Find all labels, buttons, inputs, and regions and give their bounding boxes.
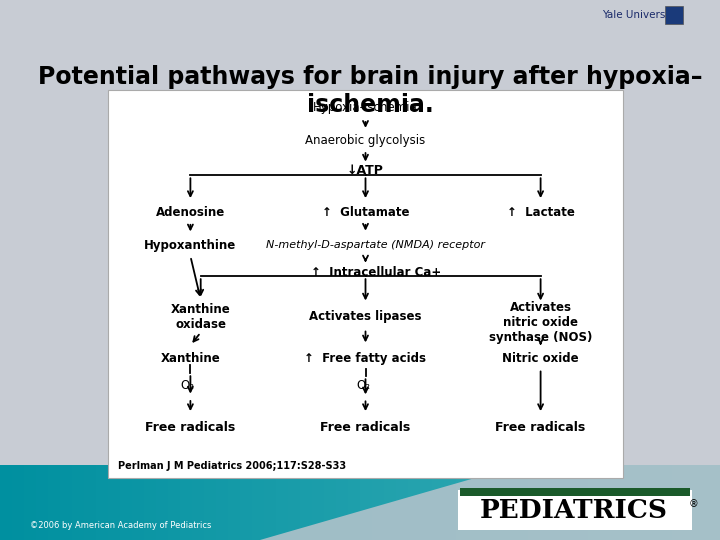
Bar (240, 465, 252, 540)
Bar (684, 465, 696, 540)
Bar (276, 465, 288, 540)
Text: Adenosine: Adenosine (156, 206, 225, 219)
Text: Anaerobic glycolysis: Anaerobic glycolysis (305, 134, 426, 147)
Bar (132, 465, 144, 540)
Bar (432, 465, 444, 540)
Bar (456, 465, 468, 540)
Text: O₂: O₂ (356, 379, 370, 392)
Bar (252, 465, 264, 540)
Text: ®: ® (688, 499, 698, 509)
Bar (0, 465, 12, 540)
Bar (528, 465, 540, 540)
Text: ↓ATP: ↓ATP (347, 164, 384, 177)
Bar (48, 465, 60, 540)
Bar (636, 465, 648, 540)
Bar (168, 465, 180, 540)
Bar (60, 465, 72, 540)
Bar (216, 465, 228, 540)
Text: Potential pathways for brain injury after hypoxia–
ischemia.: Potential pathways for brain injury afte… (38, 65, 703, 117)
Bar (324, 465, 336, 540)
Text: Xanthine: Xanthine (161, 352, 220, 365)
Bar (108, 465, 120, 540)
Bar (540, 465, 552, 540)
Text: ↑  Free fatty acids: ↑ Free fatty acids (305, 352, 426, 365)
Bar (504, 465, 516, 540)
Text: Hypoxia-ischemia: Hypoxia-ischemia (313, 101, 418, 114)
Text: Free radicals: Free radicals (495, 421, 586, 434)
Bar (384, 465, 396, 540)
Bar (665, 6, 683, 24)
Polygon shape (260, 465, 720, 540)
Text: Nitric oxide: Nitric oxide (503, 352, 579, 365)
Bar (708, 465, 720, 540)
Text: Activates
nitric oxide
synthase (NOS): Activates nitric oxide synthase (NOS) (489, 301, 593, 345)
Text: PEDIATRICS: PEDIATRICS (480, 497, 668, 523)
Text: Free radicals: Free radicals (320, 421, 410, 434)
Bar (696, 465, 708, 540)
Text: ©2006 by American Academy of Pediatrics: ©2006 by American Academy of Pediatrics (30, 522, 212, 530)
Bar (480, 465, 492, 540)
Bar (120, 465, 132, 540)
Text: Free radicals: Free radicals (145, 421, 235, 434)
Bar (156, 465, 168, 540)
Bar (600, 465, 612, 540)
Bar (420, 465, 432, 540)
Bar (144, 465, 156, 540)
Bar (84, 465, 96, 540)
Bar (408, 465, 420, 540)
Bar (288, 465, 300, 540)
Text: ↑  Intracellular Ca+: ↑ Intracellular Ca+ (310, 266, 441, 279)
Text: Activates lipases: Activates lipases (310, 310, 422, 323)
Bar (458, 490, 692, 530)
Bar (72, 465, 84, 540)
Text: ↑  Lactate: ↑ Lactate (507, 206, 575, 219)
Text: O₂: O₂ (181, 379, 195, 392)
Bar (24, 465, 36, 540)
Bar (264, 465, 276, 540)
Bar (588, 465, 600, 540)
Bar (492, 465, 504, 540)
Bar (192, 465, 204, 540)
Bar (444, 465, 456, 540)
Bar (672, 465, 684, 540)
Bar (460, 488, 690, 496)
Bar (96, 465, 108, 540)
Bar (348, 465, 360, 540)
Bar (396, 465, 408, 540)
Bar (468, 465, 480, 540)
Bar (360, 465, 372, 540)
Text: ↑  Glutamate: ↑ Glutamate (322, 206, 409, 219)
Text: N-methyl-D-aspartate (NMDA) receptor: N-methyl-D-aspartate (NMDA) receptor (266, 240, 485, 250)
Bar (180, 465, 192, 540)
Bar (36, 465, 48, 540)
Text: Yale University: Yale University (602, 10, 678, 20)
Text: Hypoxanthine: Hypoxanthine (144, 239, 237, 252)
Bar (108, 90, 623, 478)
Bar (612, 465, 624, 540)
Text: Perlman J M Pediatrics 2006;117:S28-S33: Perlman J M Pediatrics 2006;117:S28-S33 (118, 461, 346, 471)
Bar (228, 465, 240, 540)
Bar (0, 465, 720, 540)
Bar (564, 465, 576, 540)
Bar (204, 465, 216, 540)
Bar (624, 465, 636, 540)
Bar (648, 465, 660, 540)
Bar (336, 465, 348, 540)
Bar (516, 465, 528, 540)
Bar (12, 465, 24, 540)
Text: Xanthine
oxidase: Xanthine oxidase (171, 303, 230, 331)
Bar (552, 465, 564, 540)
Bar (312, 465, 324, 540)
Bar (660, 465, 672, 540)
Bar (300, 465, 312, 540)
Bar (372, 465, 384, 540)
Bar (576, 465, 588, 540)
